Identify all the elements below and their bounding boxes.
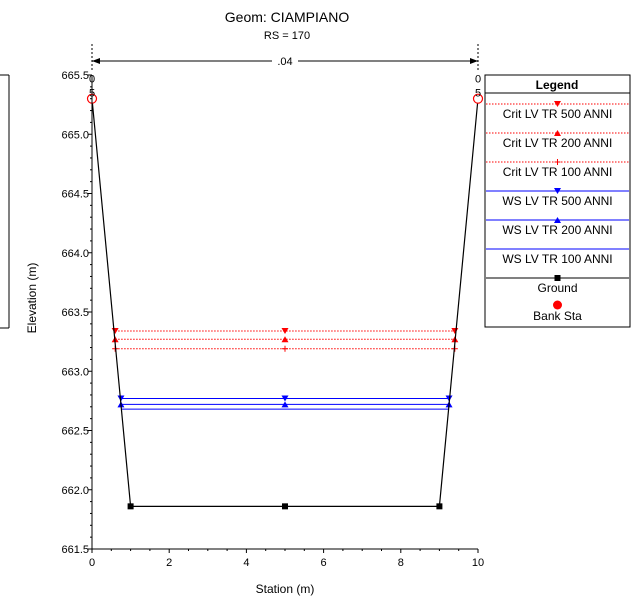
y-tick-label: 663.5 [61,307,89,319]
legend-item: Crit LV TR 100 ANNI [486,159,629,179]
bank-station-ring [472,93,484,104]
chart-subtitle: RS = 170 [264,30,310,42]
legend-marker [554,130,561,136]
x-tick-label: 6 [321,557,327,569]
legend: Legend Crit LV TR 500 ANNI Crit LV TR 200… [484,74,631,328]
legend-label: WS LV TR 100 ANNI [502,252,612,266]
legend-marker [554,188,561,194]
x-tick-label: 2 [166,557,172,569]
manning-arrow-left [92,58,100,64]
x-tick-label: 4 [243,557,249,569]
manning-arrow-right [470,58,478,64]
series-marker-ws [281,401,289,408]
legend-label: Bank Sta [533,309,582,323]
y-tick-label: 665.0 [61,129,89,141]
manning-n-label: .04 [277,56,292,68]
series-marker-ground [127,503,134,510]
legend-label: Crit LV TR 100 ANNI [503,165,613,179]
plot-area: 0505 [86,74,484,510]
legend-box [484,74,631,328]
legend-marker [554,217,561,223]
y-tick-label: 662.0 [61,485,89,497]
y-tick-label: 663.0 [61,366,89,378]
x-tick-label: 10 [472,557,484,569]
legend-marker [554,159,561,165]
series-marker-crit [111,327,119,334]
legend-item: WS LV TR 200 ANNI [486,217,629,237]
legend-item: Crit LV TR 500 ANNI [486,101,629,121]
legend-marker [553,300,562,310]
legend-item: Bank Sta [533,300,582,323]
legend-label: Crit LV TR 200 ANNI [503,136,613,150]
chart-title: Geom: CIAMPIANO [225,9,350,25]
y-tick-label: 664.5 [61,189,89,201]
legend-item: WS LV TR 100 ANNI [486,248,629,266]
legend-title: Legend [536,78,579,92]
series-marker-crit [282,345,288,352]
left-cropped-panel [0,74,10,329]
legend-label: WS LV TR 200 ANNI [502,223,612,237]
bank-label-top: 0 [475,74,481,86]
legend-label: Ground [537,281,577,295]
series-marker-crit [281,327,289,334]
series-marker-ground [282,503,288,510]
legend-marker [554,101,561,107]
y-tick-label: 664.0 [61,248,89,260]
manning-label-bg [272,54,298,67]
series-marker-ground [436,503,443,510]
series-marker-crit [281,336,289,343]
legend-item: WS LV TR 500 ANNI [486,188,629,208]
legend-label: WS LV TR 500 ANNI [502,194,612,208]
y-axis-label: Elevation (m) [25,263,39,334]
legend-marker [554,275,561,281]
legend-item: Ground [486,275,629,295]
x-tick-label: 0 [89,557,95,569]
legend-label: Crit LV TR 500 ANNI [503,107,613,121]
x-axis-label: Station (m) [256,582,315,596]
y-tick-label: 662.5 [61,426,89,438]
series-line-ground [91,98,479,507]
bank-label-bottom: 5 [475,88,481,100]
series-marker-ws [281,395,289,402]
x-tick-label: 8 [398,557,404,569]
y-tick-label: 665.5 [61,70,89,82]
axes: 661.5 662.0 662.5 663.0 663.5 664.0 664.5 665.0… [61,44,484,569]
legend-item: Crit LV TR 200 ANNI [486,130,629,150]
y-tick-label: 661.5 [61,544,89,556]
